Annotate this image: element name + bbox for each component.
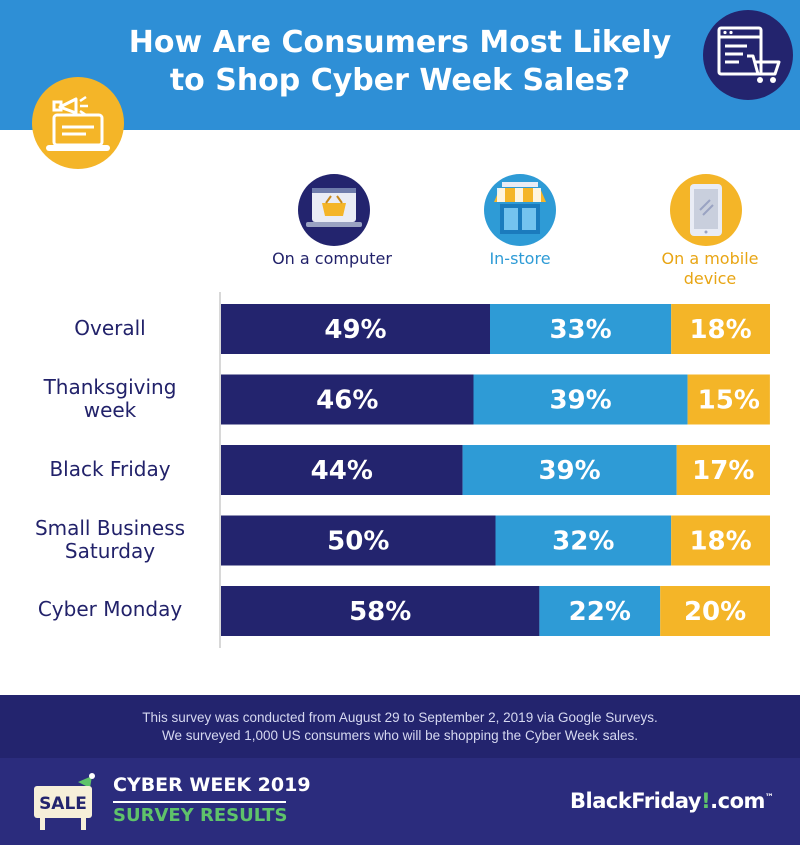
footer-title: CYBER WEEK 2019	[113, 774, 311, 796]
value-label-small-business-saturday-on-a-mobile-device: 18%	[689, 527, 751, 557]
row-label-thanksgiving-week: Thanksgiving week	[10, 376, 210, 422]
chart-axis-line	[219, 292, 221, 648]
sale-sign-text: SALE	[39, 794, 87, 814]
bar-overall-in-store	[490, 304, 672, 354]
bar-cyber-monday-on-a-computer	[221, 586, 540, 636]
sale-sign-icon: SALE	[34, 773, 95, 830]
header-banner	[0, 0, 800, 130]
brand-suffix: .com	[710, 789, 765, 813]
value-label-black-friday-in-store: 39%	[538, 456, 600, 486]
row-label-overall-line-1: Overall	[74, 316, 146, 340]
legend-in-store-label: In-store	[489, 249, 551, 268]
row-label-black-friday: Black Friday	[10, 458, 210, 481]
legend-mobile: On a mobile device	[640, 249, 780, 289]
bar-black-friday-in-store	[462, 445, 677, 495]
row-label-small-business-saturday: Small Business Saturday	[10, 517, 210, 563]
row-label-cyber-monday: Cyber Monday	[10, 598, 210, 621]
page-title: How Are Consumers Most Likely to Shop Cy…	[100, 24, 700, 100]
bar-cyber-monday-on-a-mobile-device	[660, 586, 770, 636]
online-shopping-cart-icon	[703, 10, 793, 100]
value-label-cyber-monday-on-a-mobile-device: 20%	[684, 597, 746, 627]
brand-name: BlackFriday	[570, 789, 702, 813]
bar-black-friday-on-a-mobile-device	[676, 445, 770, 495]
row-label-cyber-monday-line-1: Cyber Monday	[37, 597, 183, 621]
value-label-thanksgiving-week-on-a-computer: 46%	[316, 386, 378, 416]
laptop-basket-icon	[298, 174, 370, 246]
row-label-thanksgiving-week-line-1: Thanksgiving	[43, 375, 177, 399]
brand-logo[interactable]: BlackFriday!.com™	[570, 789, 774, 813]
brand-mark: !	[701, 789, 711, 813]
row-label-black-friday-line-1: Black Friday	[49, 457, 171, 481]
value-label-cyber-monday-in-store: 22%	[569, 597, 631, 627]
legend-mobile-label-line-1: On a mobile	[661, 249, 759, 268]
value-label-small-business-saturday-on-a-computer: 50%	[327, 527, 389, 557]
footer-subtitle: SURVEY RESULTS	[113, 805, 288, 826]
footnote-line-1: This survey was conducted from August 29…	[142, 710, 658, 725]
brand-trademark: ™	[764, 793, 774, 803]
row-label-overall: Overall	[10, 317, 210, 340]
value-label-cyber-monday-on-a-computer: 58%	[349, 597, 411, 627]
legend-in-store: In-store	[460, 249, 580, 269]
bar-small-business-saturday-on-a-mobile-device	[671, 515, 770, 566]
footnote-line-2: We surveyed 1,000 US consumers who will …	[162, 728, 638, 743]
bar-overall-on-a-mobile-device	[671, 304, 770, 354]
value-label-overall-in-store: 33%	[549, 315, 611, 345]
value-label-black-friday-on-a-computer: 44%	[311, 456, 373, 486]
bar-thanksgiving-week-on-a-computer	[221, 374, 474, 425]
bar-thanksgiving-week-on-a-mobile-device	[687, 374, 770, 425]
bar-small-business-saturday-in-store	[495, 515, 672, 566]
value-label-thanksgiving-week-on-a-mobile-device: 15%	[698, 386, 760, 416]
value-label-small-business-saturday-in-store: 32%	[552, 527, 614, 557]
title-line-1: How Are Consumers Most Likely	[128, 25, 672, 60]
value-label-overall-on-a-computer: 49%	[324, 315, 386, 345]
tablet-icon	[670, 174, 742, 246]
legend-computer-label: On a computer	[272, 249, 392, 268]
legend-mobile-label-line-2: device	[683, 269, 737, 288]
row-label-small-business-saturday-line-1: Small Business	[34, 516, 186, 540]
bar-overall-on-a-computer	[221, 304, 490, 354]
bar-small-business-saturday-on-a-computer	[221, 515, 496, 566]
survey-footnote: This survey was conducted from August 29…	[0, 695, 800, 758]
footer-divider	[113, 801, 286, 803]
title-line-2: to Shop Cyber Week Sales?	[169, 63, 631, 98]
bar-thanksgiving-week-in-store	[473, 374, 688, 425]
value-label-overall-on-a-mobile-device: 18%	[689, 315, 751, 345]
value-label-thanksgiving-week-in-store: 39%	[549, 386, 611, 416]
bar-cyber-monday-in-store	[539, 586, 661, 636]
legend-computer: On a computer	[242, 249, 422, 269]
storefront-icon	[484, 174, 556, 246]
megaphone-laptop-icon	[32, 77, 124, 169]
row-label-small-business-saturday-line-2: Saturday	[64, 539, 156, 563]
value-label-black-friday-on-a-mobile-device: 17%	[692, 456, 754, 486]
row-label-thanksgiving-week-line-2: week	[83, 398, 137, 422]
bar-black-friday-on-a-computer	[221, 445, 463, 495]
